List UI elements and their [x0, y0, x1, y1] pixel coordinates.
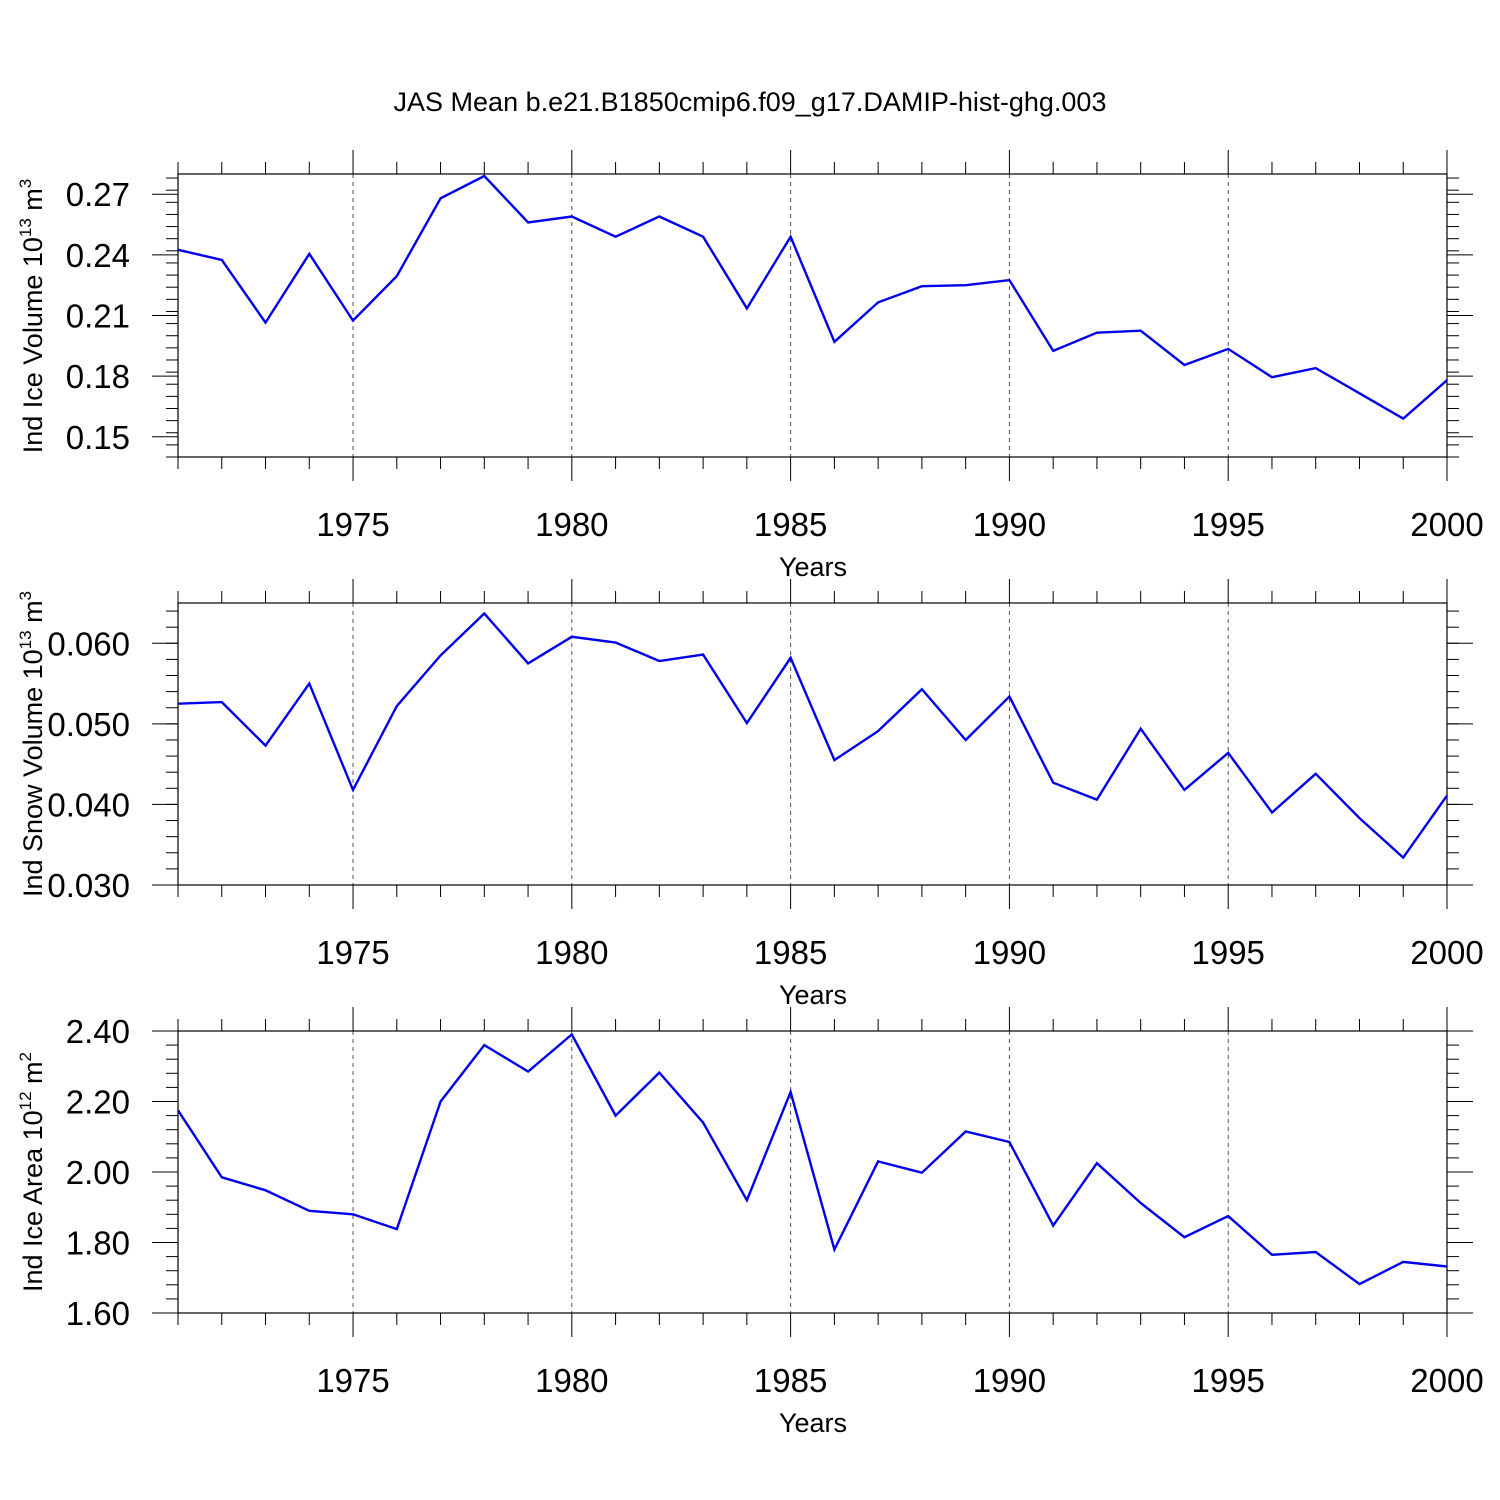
y-tick-label: 0.050	[47, 706, 130, 743]
y-tick-label: 2.40	[66, 1013, 130, 1050]
y-tick-label: 0.21	[66, 298, 130, 335]
x-tick-label: 1990	[973, 934, 1046, 971]
x-tick-label: 1985	[754, 506, 827, 543]
y-tick-label: 2.00	[66, 1154, 130, 1191]
x-tick-label: 1995	[1191, 1362, 1264, 1399]
y-axis-label-unit-exponent: 3	[16, 591, 35, 600]
series-line	[176, 1032, 1448, 1286]
y-axis-label: Ind Ice Volume 1013 m3	[16, 179, 48, 454]
x-tick-label: 1980	[535, 1362, 608, 1399]
chart-panel-2: 0.030 0.040 0.050 0.060 1975 1980 1985 1990 1995…	[16, 579, 1484, 1010]
y-tick-label: 1.60	[66, 1295, 130, 1332]
y-axis-label-text: Ind Ice Area 10	[18, 1110, 48, 1292]
plot-frame	[177, 602, 1448, 886]
y-axis-label: Ind Snow Volume 1013 m3	[16, 591, 48, 897]
y-tick-label: 0.24	[66, 237, 130, 274]
chart-panel-1: 0.15 0.18 0.21 0.24 0.27 1975 1980 1985 1990 1995…	[16, 150, 1484, 582]
y-axis-label-unit-exponent: 3	[16, 179, 35, 188]
chart-panel-3: 1.60 1.80 2.00 2.20 2.40 1975 1980 1985 1990 1995…	[16, 1007, 1484, 1438]
x-axis-label: Years	[779, 552, 847, 582]
x-tick-label: 1975	[316, 506, 389, 543]
y-tick-label: 0.030	[47, 867, 130, 904]
y-axis-label-unit: m	[18, 600, 48, 630]
x-tick-label: 1980	[535, 506, 608, 543]
y-axis-label-exponent: 13	[16, 218, 35, 237]
x-tick-label: 1995	[1191, 506, 1264, 543]
series-line	[177, 611, 1448, 860]
x-tick-label: 1990	[973, 1362, 1046, 1399]
y-axis-label-text: Ind Ice Volume 10	[18, 237, 48, 453]
x-tick-label: 1985	[754, 934, 827, 971]
y-tick-label: 0.040	[47, 786, 130, 823]
y-axis-label-unit-exponent: 2	[16, 1052, 35, 1061]
y-axis-label: Ind Ice Area 1012 m2	[16, 1052, 48, 1292]
y-tick-label: 0.15	[66, 419, 130, 456]
figure-title: JAS Mean b.e21.B1850cmip6.f09_g17.DAMIP-…	[394, 87, 1107, 117]
panels: 0.15 0.18 0.21 0.24 0.27 1975 1980 1985 1990 1995…	[16, 150, 1484, 1438]
plot-frame	[177, 173, 1448, 458]
y-axis-label-exponent: 12	[16, 1091, 35, 1110]
x-tick-label: 2000	[1410, 934, 1483, 971]
y-tick-label: 0.18	[66, 358, 130, 395]
x-tick-label: 1975	[316, 1362, 389, 1399]
series-line	[177, 174, 1448, 421]
x-tick-label: 1980	[535, 934, 608, 971]
x-tick-label: 1975	[316, 934, 389, 971]
x-axis-label: Years	[779, 1408, 847, 1438]
x-tick-label: 1990	[973, 506, 1046, 543]
x-tick-label: 1985	[754, 1362, 827, 1399]
y-axis-label-unit: m	[18, 1061, 48, 1091]
y-tick-label: 2.20	[66, 1084, 130, 1121]
y-axis-label-unit: m	[18, 188, 48, 218]
y-tick-label: 0.27	[66, 176, 130, 213]
y-axis-label-text: Ind Snow Volume 10	[18, 649, 48, 897]
x-axis-label: Years	[779, 980, 847, 1010]
y-axis-label-exponent: 13	[16, 630, 35, 649]
y-tick-label: 1.80	[66, 1225, 130, 1262]
x-tick-label: 1995	[1191, 934, 1264, 971]
x-tick-label: 2000	[1410, 1362, 1483, 1399]
x-tick-label: 2000	[1410, 506, 1483, 543]
y-tick-label: 0.060	[47, 625, 130, 662]
